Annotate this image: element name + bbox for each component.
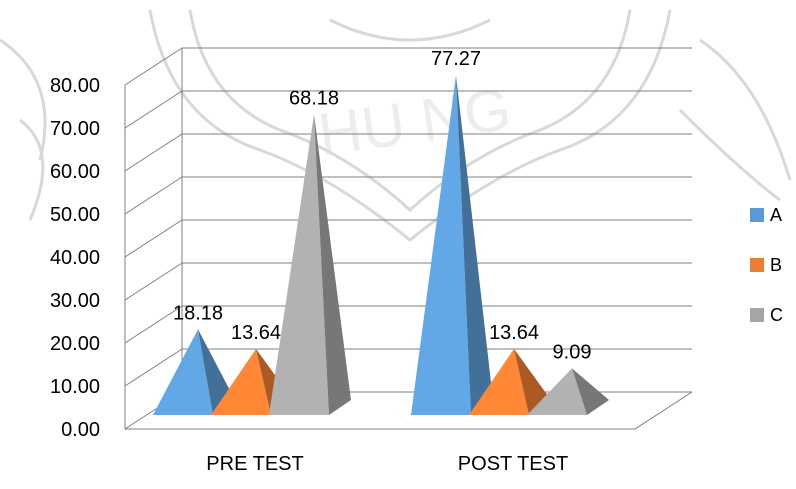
data-label: 13.64 — [489, 322, 539, 344]
y-tick-label: 0.00 — [61, 419, 100, 441]
y-tick-label: 50.00 — [50, 204, 100, 226]
legend-item-c: C — [750, 290, 783, 340]
data-label: 13.64 — [231, 322, 281, 344]
floor-edge — [125, 391, 693, 430]
legend-swatch-b — [750, 258, 764, 272]
pyramid-bar — [411, 75, 493, 415]
pyramid-bar — [269, 114, 351, 416]
data-label: 9.09 — [553, 341, 592, 363]
axis-lines — [124, 48, 693, 430]
gridline — [124, 262, 692, 301]
gridline — [124, 176, 692, 215]
legend: A B C — [750, 190, 783, 340]
data-label: 18.18 — [173, 302, 223, 324]
data-labels: 18.18 13.64 68.18 77.27 13.64 9.09 — [173, 48, 592, 363]
pyramid-bars — [153, 75, 609, 416]
gridline — [124, 133, 692, 172]
legend-label-c: C — [770, 304, 783, 325]
x-axis-categories: PRE TEST POST TEST — [206, 453, 568, 475]
legend-label-a: A — [770, 204, 783, 225]
pyramid-bar — [469, 348, 551, 415]
data-label: 68.18 — [289, 87, 339, 109]
pyramid-bar — [527, 368, 609, 415]
y-tick-label: 80.00 — [50, 75, 100, 97]
data-label: 77.27 — [431, 48, 481, 70]
y-tick-label: 10.00 — [50, 376, 100, 398]
legend-item-b: B — [750, 240, 783, 290]
gridline — [124, 47, 692, 86]
y-tick-label: 20.00 — [50, 333, 100, 355]
legend-label-b: B — [770, 254, 783, 275]
legend-swatch-a — [750, 208, 764, 222]
legend-item-a: A — [750, 190, 783, 240]
y-tick-label: 30.00 — [50, 290, 100, 312]
x-category-label: PRE TEST — [206, 453, 303, 475]
x-category-label: POST TEST — [458, 453, 568, 475]
legend-swatch-c — [750, 308, 764, 322]
gridline — [124, 219, 692, 258]
y-tick-label: 60.00 — [50, 161, 100, 183]
gridline — [124, 90, 692, 129]
y-tick-label: 70.00 — [50, 118, 100, 140]
y-axis-ticks: 0.00 10.00 20.00 30.00 40.00 50.00 60.00 70.00 8… — [50, 75, 100, 441]
y-tick-label: 40.00 — [50, 247, 100, 269]
